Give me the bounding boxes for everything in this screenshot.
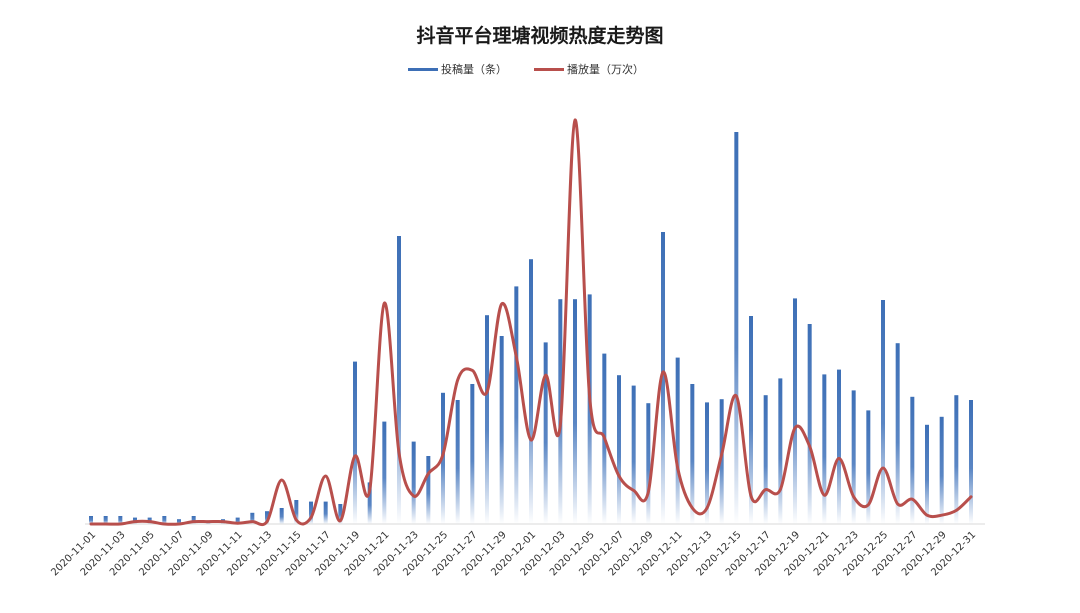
bar-2020-12-29 (939, 416, 944, 524)
bar-2020-11-21 (382, 421, 387, 524)
legend-label-bars: 投稿量（条） (441, 62, 507, 76)
bar-2020-11-13 (265, 511, 269, 524)
bar-2020-11-08 (191, 516, 196, 524)
bar-2020-11-07 (177, 519, 181, 524)
bar-2020-12-26 (895, 343, 900, 524)
bar-2020-12-04 (573, 299, 577, 524)
bar-2020-12-08 (631, 385, 636, 524)
bar-2020-12-21 (822, 374, 827, 524)
bar-2020-11-27 (470, 384, 475, 524)
bar-2020-12-13 (705, 402, 709, 524)
bar-2020-11-26 (455, 400, 460, 524)
bar-2020-12-17 (763, 395, 768, 524)
bar-2020-11-16 (309, 501, 313, 524)
bar-2020-12-14 (719, 399, 724, 524)
legend-swatch-bars (408, 68, 438, 71)
x-axis-ticks: 2020-11-012020-11-032020-11-052020-11-07… (49, 529, 978, 578)
bar-2020-11-18 (338, 504, 343, 524)
bar-2020-12-20 (807, 324, 812, 524)
bar-2020-11-24 (426, 456, 431, 524)
bar-2020-11-17 (323, 501, 328, 524)
bar-2020-11-30 (514, 286, 519, 524)
bar-2020-11-20 (367, 482, 372, 524)
chart-title: 抖音平台理塘视频热度走势图 (416, 24, 663, 47)
bar-2020-11-12 (250, 512, 255, 524)
bar-2020-11-01 (89, 516, 93, 524)
bar-2020-12-23 (851, 390, 856, 524)
bar-series (89, 132, 973, 524)
bar-2020-12-16 (749, 316, 753, 524)
bar-2020-11-06 (162, 516, 167, 524)
bar-2020-12-19 (793, 298, 797, 524)
bar-2020-12-25 (881, 300, 885, 524)
bar-2020-11-14 (279, 508, 284, 524)
bar-2020-12-28 (925, 424, 929, 524)
bar-2020-11-11 (235, 517, 240, 524)
line-series-group (89, 118, 973, 527)
bar-2020-11-15 (294, 500, 299, 524)
bar-2020-11-28 (485, 315, 489, 524)
bar-2020-11-22 (397, 236, 401, 524)
bar-2020-12-10 (661, 232, 665, 524)
bar-2020-11-19 (353, 361, 357, 524)
line-series (89, 118, 973, 527)
legend-label-line: 播放量（万次） (567, 62, 644, 76)
bar-2020-12-07 (617, 375, 621, 524)
bar-2020-12-30 (954, 395, 959, 524)
bar-2020-11-02 (103, 516, 108, 524)
bar-2020-11-23 (411, 441, 416, 524)
bar-2020-12-01 (529, 259, 533, 524)
bar-2020-11-03 (118, 516, 123, 524)
bar-2020-12-02 (543, 342, 548, 524)
legend: 投稿量（条） 播放量（万次） (408, 62, 644, 76)
bar-2020-12-18 (778, 378, 783, 524)
bar-2020-12-11 (675, 357, 680, 524)
bar-2020-12-27 (910, 396, 915, 524)
bar-2020-12-12 (690, 384, 695, 524)
bar-2020-12-31 (969, 400, 973, 524)
bar-2020-12-22 (837, 369, 841, 524)
bar-2020-12-24 (866, 410, 871, 524)
legend-swatch-line (534, 68, 564, 71)
bar-2020-11-29 (499, 336, 504, 524)
bar-2020-12-15 (734, 132, 739, 524)
bar-2020-12-09 (646, 403, 651, 524)
